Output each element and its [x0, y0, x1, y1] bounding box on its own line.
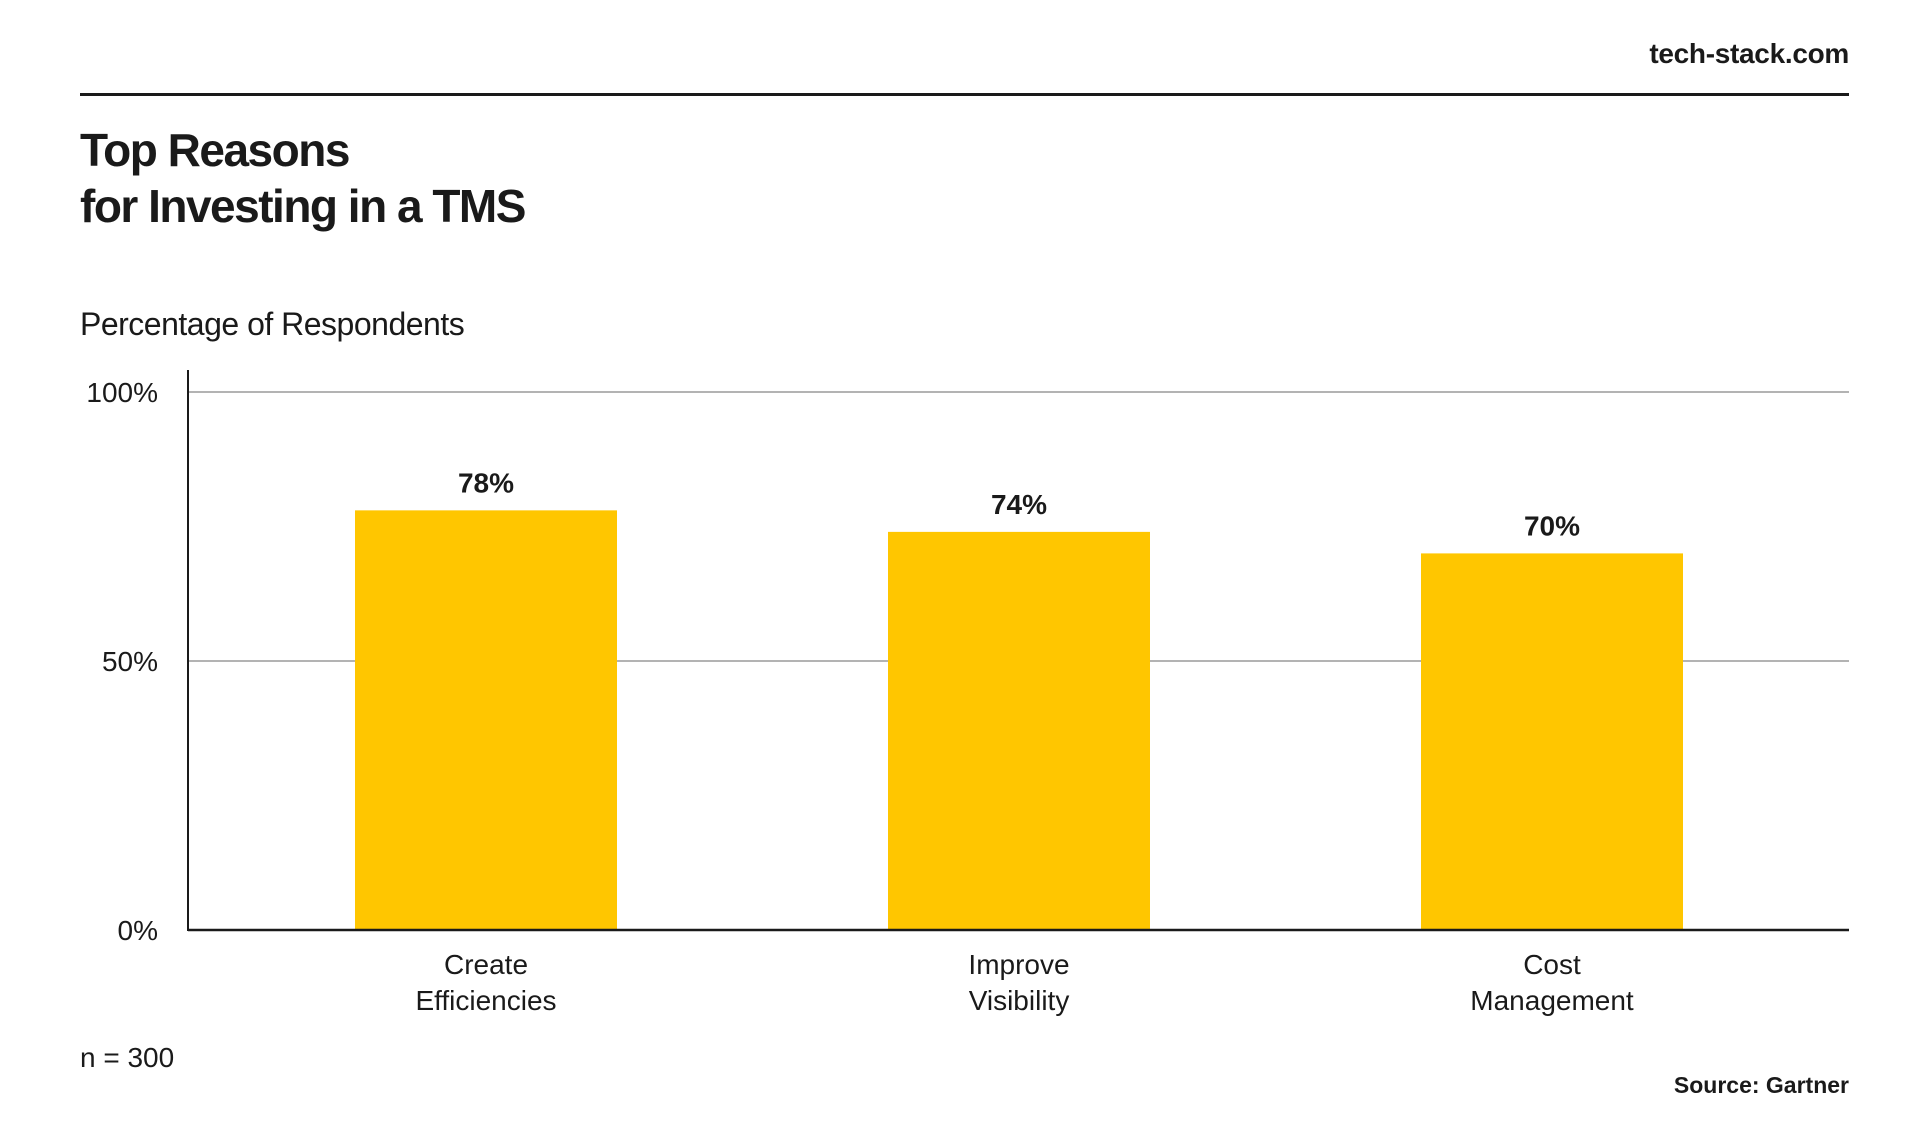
bar-2 [888, 531, 1150, 930]
y-tick-label-50: 50% [102, 646, 158, 677]
x-category-label-1-line-1: Create [444, 949, 528, 980]
y-tick-label-100: 100% [86, 377, 158, 408]
x-category-label-2-line-2: Visibility [969, 985, 1070, 1016]
header-rule [80, 93, 1849, 96]
source-credit: Source: Gartner [1673, 1072, 1849, 1098]
chart-title-line-2: for Investing in a TMS [80, 180, 526, 232]
bar-value-label-3: 70% [1524, 510, 1580, 541]
chart-title-line-1: Top Reasons [80, 124, 350, 176]
x-category-label-1-line-2: Efficiencies [415, 985, 556, 1016]
x-category-label-3-line-2: Management [1470, 985, 1634, 1016]
bar-value-label-2: 74% [991, 489, 1047, 520]
bar-1 [355, 510, 617, 930]
x-category-label-3-line-1: Cost [1523, 949, 1581, 980]
chart-title: Top Reasons for Investing in a TMS [80, 122, 526, 234]
bar-3 [1421, 553, 1683, 930]
bar-value-label-1: 78% [458, 467, 514, 498]
x-category-label-2-line-1: Improve [968, 949, 1069, 980]
y-tick-label-0: 0% [118, 915, 158, 946]
chart-subtitle: Percentage of Respondents [80, 306, 465, 342]
sample-size-note: n = 300 [80, 1042, 175, 1073]
brand-name: tech-stack.com [1649, 38, 1849, 69]
